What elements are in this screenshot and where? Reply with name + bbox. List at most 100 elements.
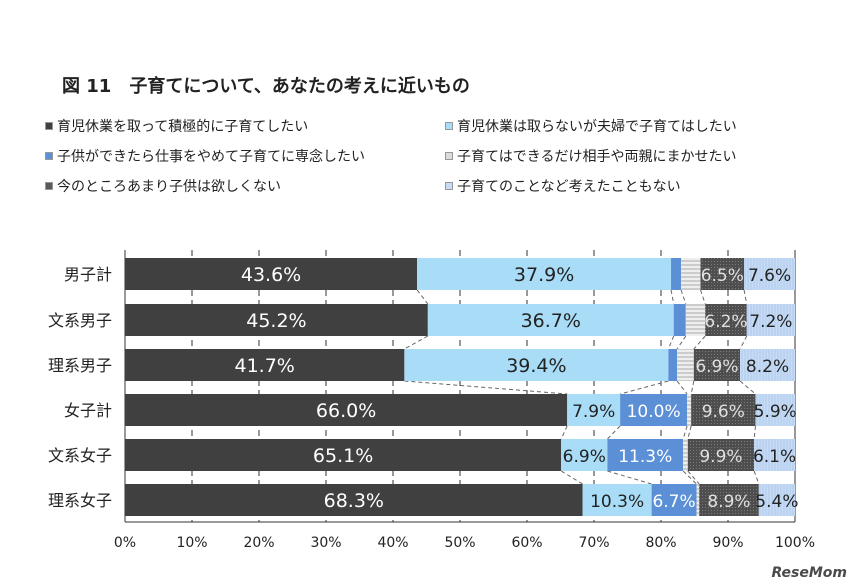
data-label: 6.9% <box>563 447 606 467</box>
series-connector-line <box>739 335 748 350</box>
bar-segment <box>125 304 428 336</box>
data-label: 9.6% <box>702 402 745 422</box>
data-label: 6.9% <box>695 357 738 377</box>
legend-item: 今のところあまり子供は欲しくない <box>45 176 281 196</box>
x-tick-label: 50% <box>444 535 475 551</box>
data-label: 5.9% <box>754 402 797 422</box>
category-label: 文系女子 <box>48 446 112 465</box>
bar-segment <box>740 349 795 381</box>
bar-segment <box>417 258 672 290</box>
series-connector-line <box>670 289 675 305</box>
bar-segment <box>651 484 697 516</box>
series-connector-line <box>687 425 692 440</box>
data-label: 6.7% <box>652 492 695 512</box>
series-connector-line <box>676 335 687 350</box>
data-label: 9.9% <box>699 447 742 467</box>
data-label: 10.3% <box>590 492 644 512</box>
legend-swatch <box>45 152 53 160</box>
series-connector-line <box>687 470 700 485</box>
bar-segment <box>693 349 741 381</box>
bar-segment <box>687 439 755 471</box>
x-tick-label: 70% <box>578 535 609 551</box>
bar-segment <box>696 484 700 516</box>
data-label: 36.7% <box>521 310 581 332</box>
series-connector-line <box>739 380 756 395</box>
data-label: 5.4% <box>755 492 798 512</box>
bar-segment <box>668 349 678 381</box>
category-label: 文系男子 <box>48 311 112 330</box>
data-label: 65.1% <box>313 445 373 467</box>
series-connector-line <box>680 289 687 305</box>
data-label: 6.5% <box>701 266 744 286</box>
series-connector-line <box>700 289 706 305</box>
bar-segment <box>125 439 562 471</box>
legend-label: 子育てのことなど考えたこともない <box>457 179 681 195</box>
category-label: 女子計 <box>64 401 112 420</box>
bar-segment <box>691 394 756 426</box>
bar-segment <box>681 258 701 290</box>
legend-item: 育児休業を取って積極的に子育てしたい <box>45 116 308 136</box>
data-label: 68.3% <box>324 490 384 512</box>
series-connector-line <box>560 470 583 485</box>
x-tick-label: 80% <box>645 535 676 551</box>
legend-label: 育児休業を取って積極的に子育てしたい <box>57 119 309 135</box>
series-connector-line <box>607 470 652 485</box>
bar-segment <box>700 258 745 290</box>
bar-segment <box>404 349 669 381</box>
bar-segment <box>744 258 795 290</box>
legend-label: 育児休業は取らないが夫婦で子育てはしたい <box>457 119 737 135</box>
data-label: 7.2% <box>749 312 792 332</box>
bar-segment <box>125 394 568 426</box>
bar-segment <box>125 258 418 290</box>
data-label: 6.1% <box>753 447 796 467</box>
bar-segment <box>561 439 608 471</box>
series-connector-line <box>693 335 706 350</box>
series-connector-line <box>667 335 675 350</box>
x-tick-label: 10% <box>176 535 207 551</box>
series-connector-line <box>404 380 568 395</box>
data-label: 37.9% <box>514 264 574 286</box>
bar-segment <box>567 394 621 426</box>
bar-segment <box>746 304 795 336</box>
bar-segment <box>754 439 795 471</box>
resemom-logo: ReseMom <box>771 565 847 581</box>
series-connector-line <box>743 289 748 305</box>
bar-segment <box>125 349 405 381</box>
bar-segment <box>687 394 692 426</box>
series-connector-line <box>607 425 621 440</box>
bar-segment <box>671 258 682 290</box>
series-connector-line <box>619 380 669 395</box>
series-connector-line <box>753 470 760 485</box>
data-label: 43.6% <box>241 264 301 286</box>
series-connector-line <box>404 335 429 350</box>
legend-label: 今のところあまり子供は欲しくない <box>57 179 281 195</box>
bar-segment <box>677 349 694 381</box>
bar-segment <box>685 304 706 336</box>
category-label: 理系女子 <box>48 491 112 510</box>
series-connector-line <box>560 425 568 440</box>
bar-segment <box>607 439 684 471</box>
legend-label: 子供ができたら仕事をやめて子育てに専念したい <box>57 149 365 165</box>
bar-segment <box>427 304 674 336</box>
bar-segment <box>683 439 688 471</box>
data-label: 11.3% <box>618 447 672 467</box>
legend-swatch <box>445 122 453 130</box>
series-connector-line <box>753 425 756 440</box>
legend-label: 子育てはできるだけ相手や両親にまかせたい <box>457 149 737 165</box>
bar-segment <box>620 394 688 426</box>
series-connector-line <box>676 380 688 395</box>
bar-segment <box>125 484 583 516</box>
bar-segment <box>673 304 686 336</box>
data-label: 8.2% <box>746 357 789 377</box>
legend-item: 育児休業は取らないが夫婦で子育てはしたい <box>445 116 737 136</box>
series-connector-line <box>682 470 697 485</box>
bar-segment <box>758 484 795 516</box>
x-tick-label: 40% <box>377 535 408 551</box>
data-label: 66.0% <box>316 400 376 422</box>
data-label: 7.9% <box>572 402 615 422</box>
data-label: 39.4% <box>506 355 566 377</box>
x-tick-label: 90% <box>712 535 743 551</box>
x-tick-label: 60% <box>511 535 542 551</box>
